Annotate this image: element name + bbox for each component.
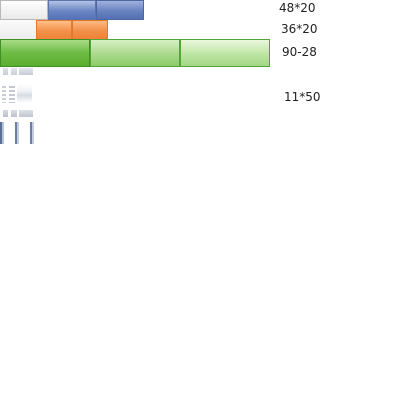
size-label-48x20: 48*20 <box>279 1 316 15</box>
button-36x20-normal[interactable] <box>0 20 36 40</box>
size-label-11x50: 11*50 <box>284 90 321 104</box>
vertical-divider-dark-3 <box>30 122 32 144</box>
vertical-divider-light-2 <box>17 122 19 144</box>
button-48x20-hover[interactable] <box>48 0 96 20</box>
small-sprite-pressed-middle <box>11 110 17 117</box>
sprite-11x50-right <box>17 84 32 103</box>
sprite-11x50-left <box>2 84 6 103</box>
button-48x20-normal[interactable] <box>0 0 48 20</box>
small-sprite-pressed-left <box>3 110 8 117</box>
small-sprite-right <box>19 68 33 75</box>
small-sprite-pressed-right <box>19 110 33 117</box>
button-36x20-pressed[interactable] <box>72 20 108 40</box>
vertical-divider-light-1 <box>2 122 4 144</box>
button-48x20-pressed[interactable] <box>96 0 144 20</box>
vertical-divider-light-3 <box>32 122 34 144</box>
sprite-11x50-middle <box>9 84 15 103</box>
button-90x28-normal[interactable] <box>0 39 90 67</box>
small-sprite-middle <box>11 68 17 75</box>
vertical-divider-dark-1 <box>0 122 2 144</box>
vertical-divider-dark-2 <box>15 122 17 144</box>
size-label-90x28: 90-28 <box>282 45 317 59</box>
button-36x20-hover[interactable] <box>36 20 72 40</box>
button-90x28-pressed[interactable] <box>180 39 270 67</box>
button-90x28-hover[interactable] <box>90 39 180 67</box>
size-label-36x20: 36*20 <box>281 22 318 36</box>
small-sprite-left <box>3 68 8 75</box>
